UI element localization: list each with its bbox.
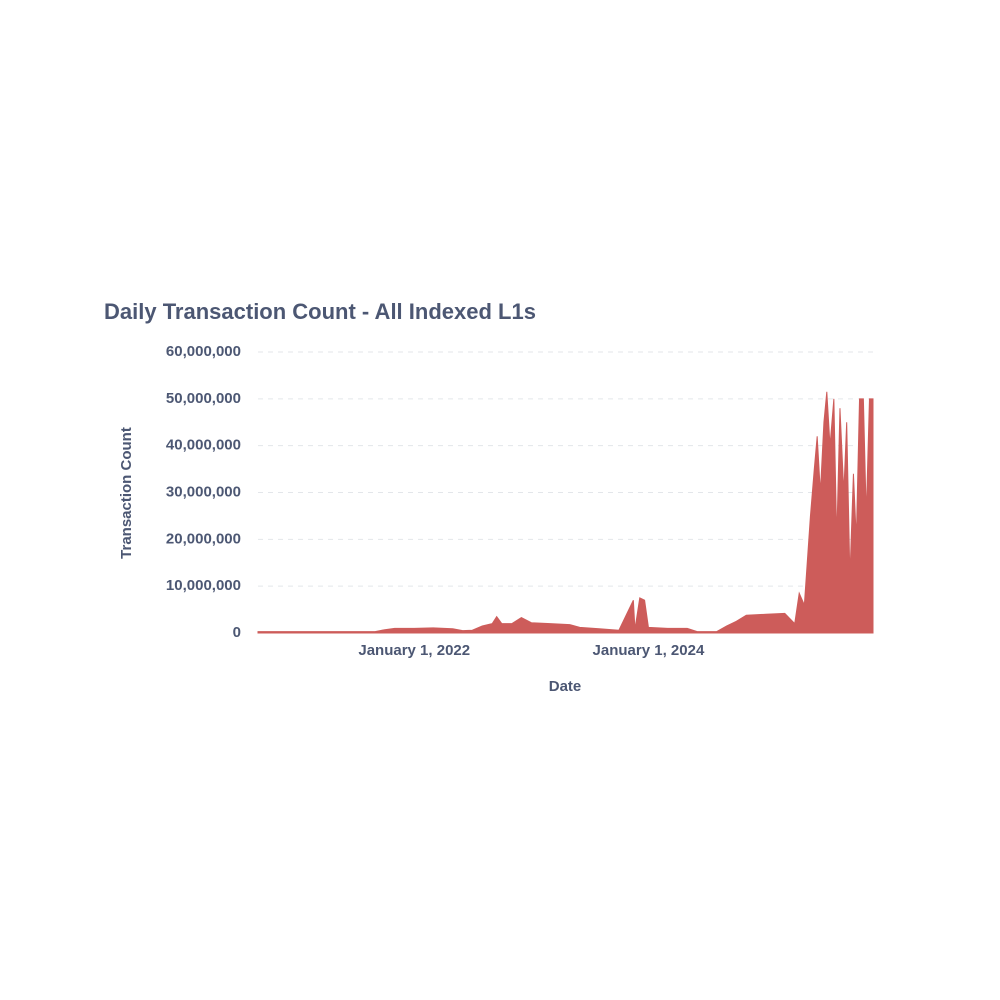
x-axis-title: Date (549, 678, 582, 695)
area (257, 391, 874, 634)
x-tick-label: January 1, 2024 (593, 642, 705, 659)
y-tick-label: 60,000,000 (166, 343, 241, 360)
y-tick-label: 40,000,000 (166, 437, 241, 454)
y-tick-label: 10,000,000 (166, 577, 241, 594)
y-tick-label: 20,000,000 (166, 530, 241, 547)
y-tick-label: 50,000,000 (166, 390, 241, 407)
y-axis-title: Transaction Count (118, 427, 135, 559)
chart-title: Daily Transaction Count - All Indexed L1… (104, 299, 536, 324)
y-tick-label: 0 (233, 624, 241, 641)
x-tick-label: January 1, 2022 (358, 642, 470, 659)
y-tick-label: 30,000,000 (166, 483, 241, 500)
